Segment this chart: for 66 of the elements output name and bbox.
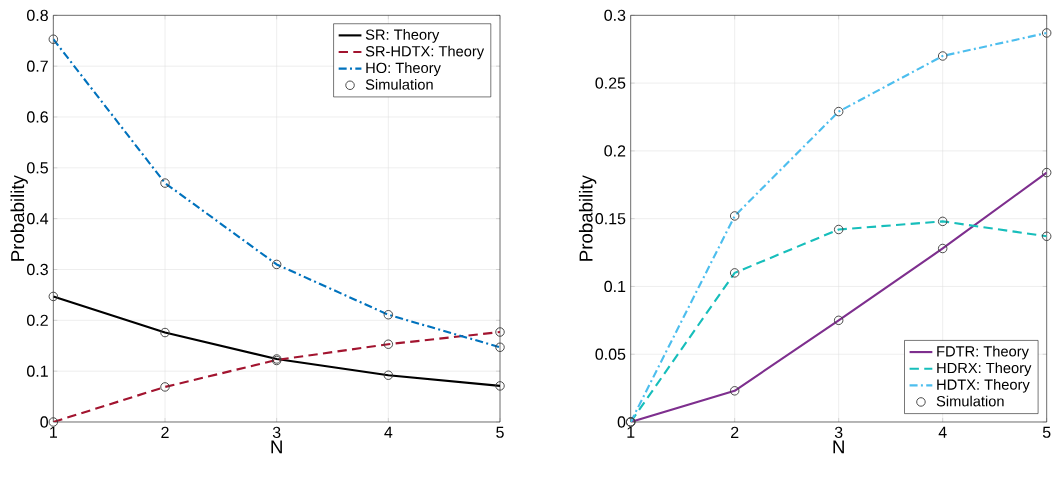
y-tick-label: 0.3: [27, 263, 48, 276]
point: [1041, 167, 1052, 178]
point: [937, 51, 948, 61]
x-tick-label: 1: [50, 426, 57, 438]
x-axis-title: N: [833, 440, 844, 454]
y-tick-label: 0.5: [27, 162, 48, 174]
point: [937, 216, 948, 227]
y-tick-label: 0.25: [595, 77, 626, 89]
point: [729, 386, 740, 396]
point: [271, 259, 282, 270]
point: [833, 224, 844, 235]
y-tick-label: 0.6: [27, 111, 48, 123]
legend-label: HDTX: Theory: [937, 379, 1030, 393]
legend-label: Simulation: [365, 78, 433, 90]
point: [937, 243, 948, 254]
point: [383, 310, 394, 320]
y-axis-title: Probability: [10, 175, 28, 261]
y-tick-label: 0: [617, 416, 626, 428]
point: [833, 315, 844, 326]
line-series: [630, 171, 1047, 422]
point: [383, 339, 394, 349]
x-tick-label: 2: [161, 426, 169, 438]
point: [729, 211, 740, 221]
point: [383, 370, 394, 380]
line-series: [53, 330, 501, 422]
x-tick-label: 3: [272, 426, 281, 439]
y-tick-label: 0.15: [595, 213, 626, 225]
point: [495, 381, 505, 391]
legend-label: SR-HDTX: Theory: [365, 45, 485, 60]
x-tick-label: 3: [834, 426, 843, 439]
point: [48, 417, 59, 427]
x-tick-label: 5: [496, 426, 504, 438]
legend-label: HO: Theory: [366, 62, 441, 76]
y-tick-label: 0.4: [27, 213, 49, 225]
y-axis-title: Probability: [578, 175, 597, 261]
point: [48, 34, 59, 44]
point: [833, 106, 844, 117]
legend-label: Simulation: [936, 395, 1004, 407]
y-tick-label: 0.1: [27, 365, 48, 377]
y-tick-label: 0.2: [27, 314, 48, 326]
point: [1041, 231, 1052, 242]
x-tick-label: 5: [1042, 426, 1051, 438]
x-tick-label: 2: [731, 426, 739, 438]
y-tick-label: 0.7: [27, 60, 48, 72]
legend-label: SR: Theory: [365, 29, 440, 43]
line-series: [630, 31, 1047, 422]
y-tick-label: 0: [40, 416, 49, 428]
y-tick-label: 0.2: [604, 145, 626, 157]
legend-label: FDTR: Theory: [937, 345, 1029, 360]
point: [1041, 28, 1052, 38]
y-tick-label: 0.8: [27, 9, 48, 21]
point: [160, 178, 170, 188]
point: [495, 342, 505, 353]
point: [160, 327, 170, 338]
point: [495, 327, 505, 337]
point: [729, 268, 740, 278]
point: [160, 382, 170, 392]
y-tick-label: 0.05: [595, 348, 626, 360]
x-tick-label: 1: [627, 426, 635, 438]
point: [48, 291, 59, 302]
x-axis-title: N: [271, 440, 282, 454]
x-tick-label: 4: [938, 426, 947, 438]
y-tick-label: 0.3: [604, 9, 626, 21]
y-tick-label: 0.1: [604, 280, 626, 293]
x-tick-label: 4: [384, 426, 393, 438]
legend-label: HDRX: Theory: [937, 362, 1032, 377]
